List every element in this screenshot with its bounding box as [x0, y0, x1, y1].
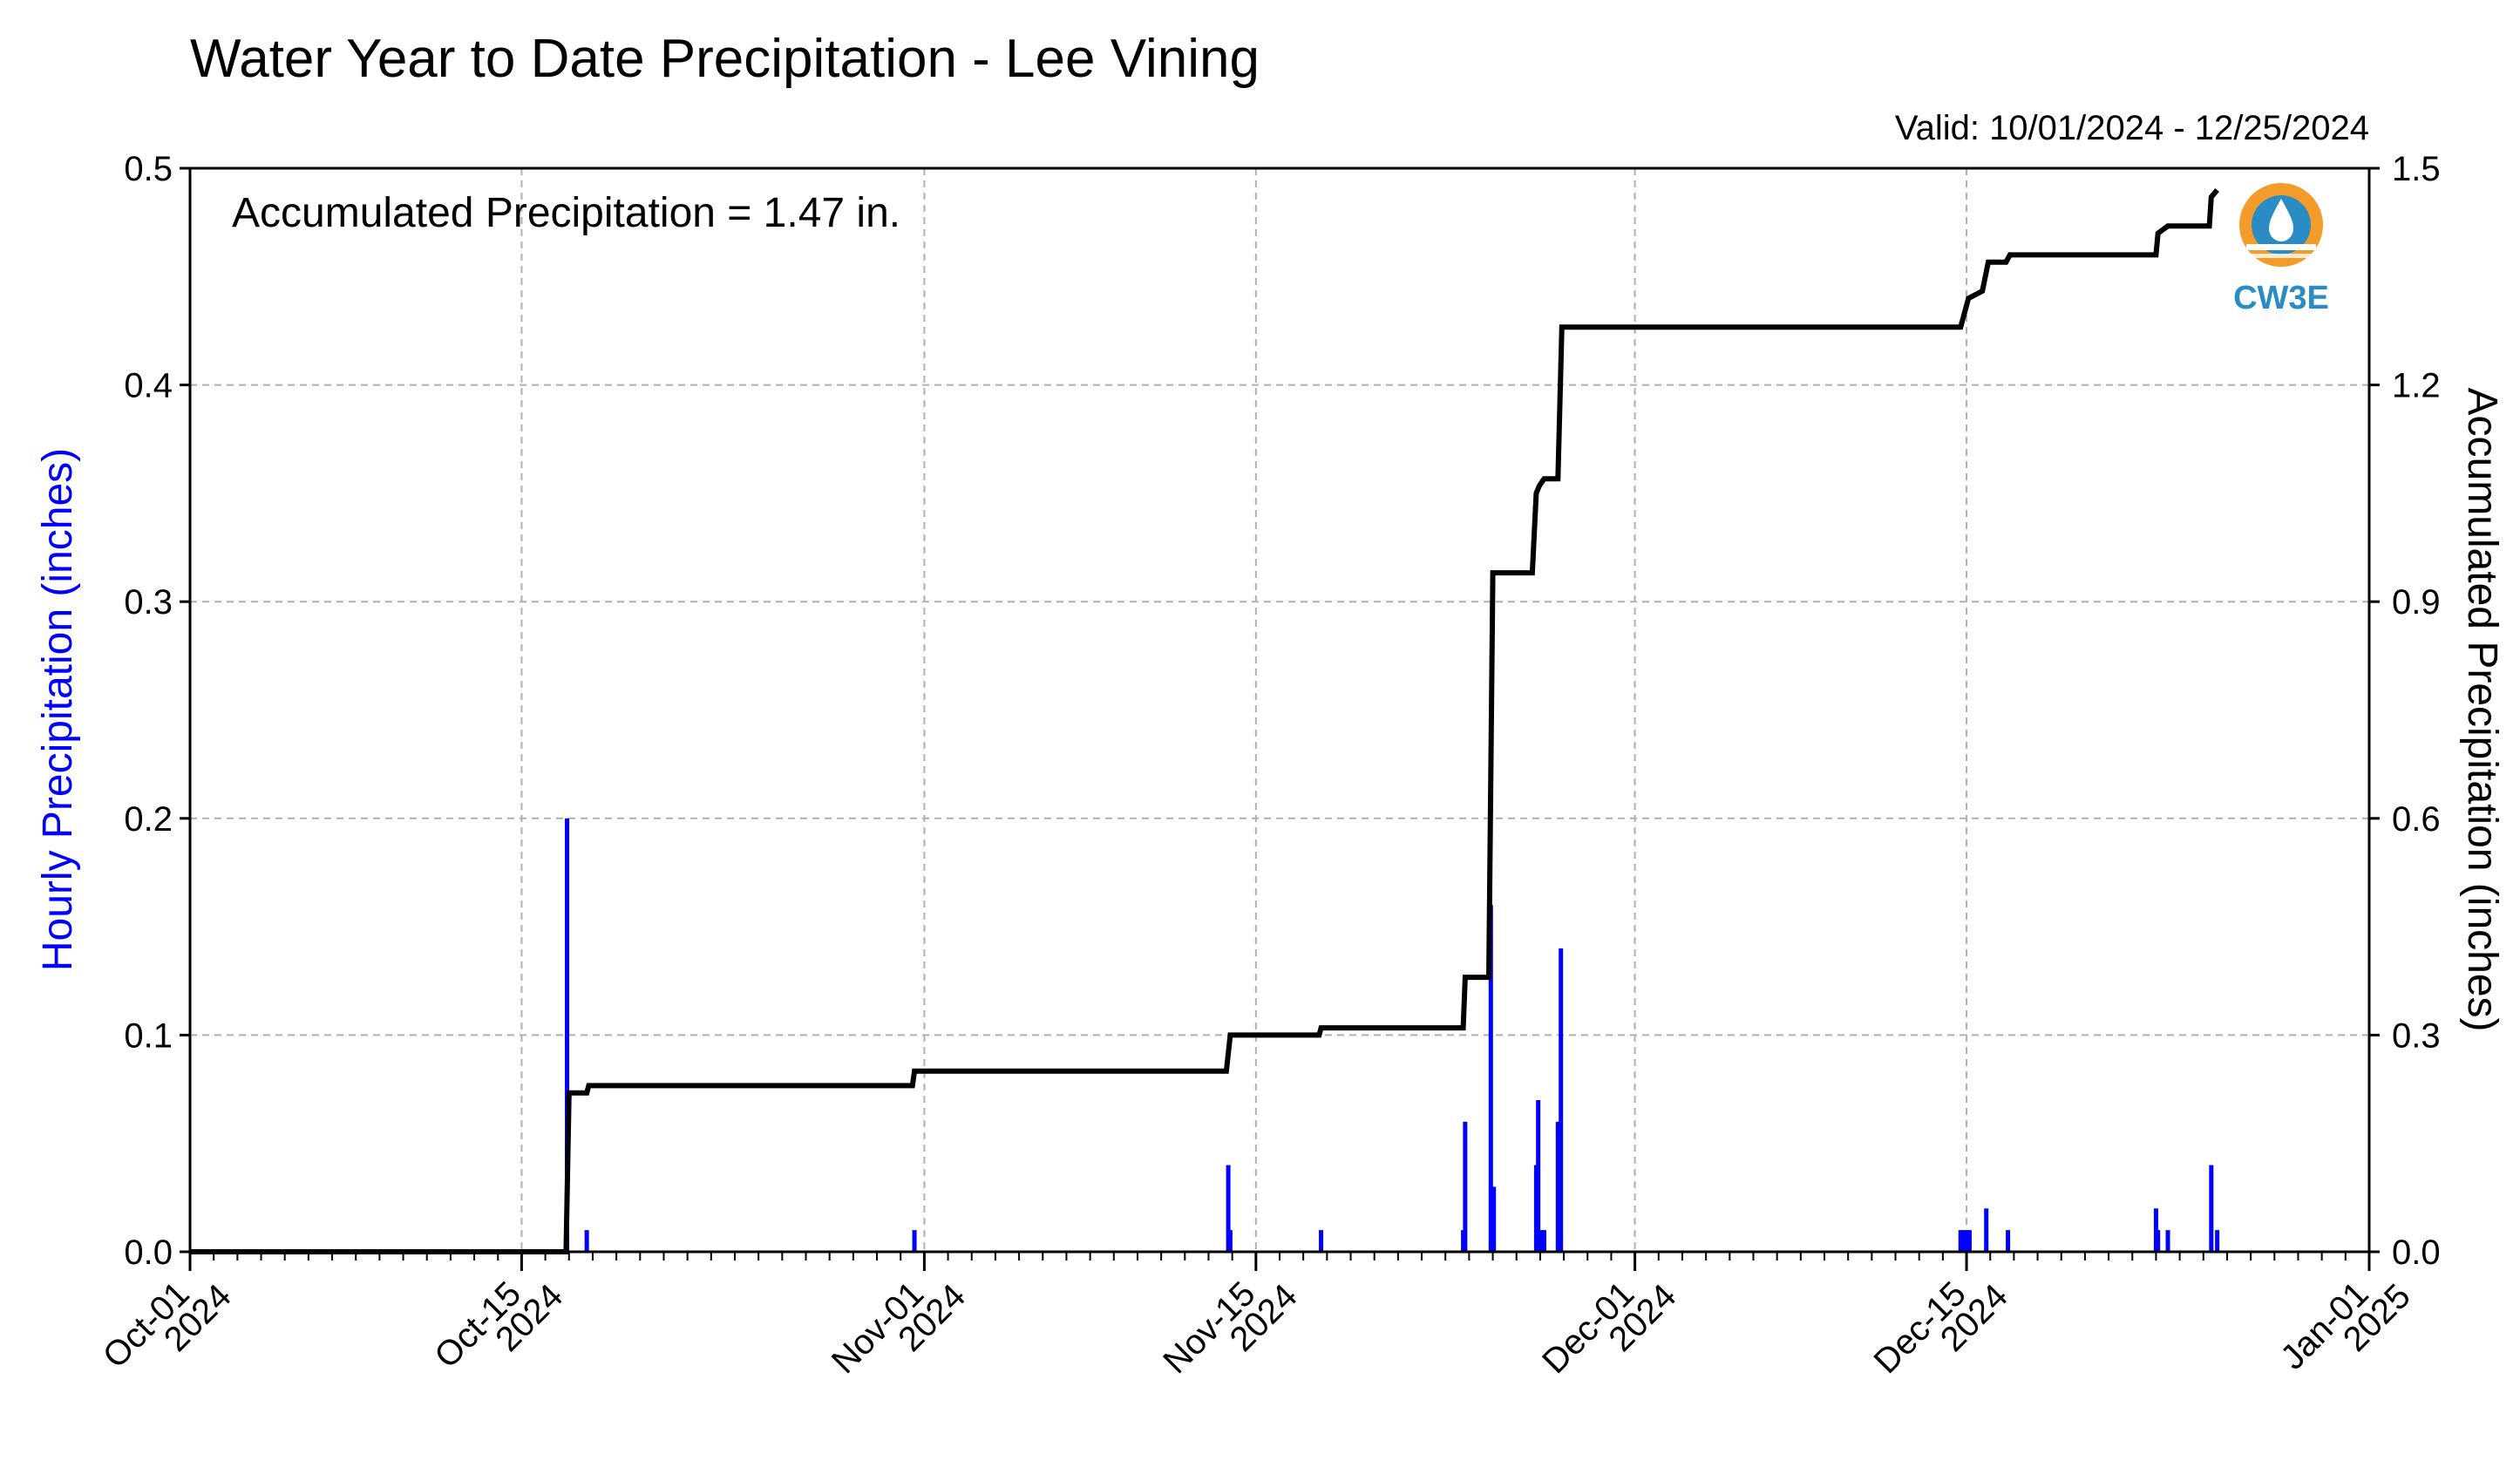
- hourly-bar: [584, 1230, 589, 1252]
- chart-title: Water Year to Date Precipitation - Lee V…: [190, 29, 1260, 89]
- right-y-tick-label: 0.0: [2392, 1233, 2441, 1272]
- hourly-bar: [1964, 1230, 1969, 1252]
- hourly-bar: [1491, 1186, 1497, 1252]
- hourly-bar: [1984, 1208, 1989, 1252]
- hourly-bar: [2215, 1230, 2220, 1252]
- accumulated-line-layer: [190, 187, 2219, 1254]
- hourly-bar: [912, 1230, 917, 1252]
- drop-icon: [2269, 199, 2293, 241]
- right-y-tick-label: 0.3: [2392, 1016, 2441, 1055]
- hourly-bar: [2209, 1165, 2214, 1252]
- cw3e-logo: CW3E: [2233, 183, 2329, 316]
- hourly-bar: [1555, 1121, 1560, 1252]
- hourly-bar: [1966, 1230, 1972, 1252]
- hourly-bar: [2165, 1230, 2170, 1252]
- right-y-tick-label: 0.9: [2392, 583, 2441, 622]
- right-y-tick-label: 0.6: [2392, 800, 2441, 839]
- hourly-bar: [2006, 1230, 2011, 1252]
- right-y-axis-label: Accumulated Precipitation (inches): [2459, 387, 2505, 1031]
- accumulated-annotation: Accumulated Precipitation = 1.47 in.: [232, 190, 900, 236]
- left-y-tick-label: 0.4: [124, 367, 173, 405]
- hourly-bar: [1559, 948, 1564, 1252]
- left-y-tick-label: 0.2: [124, 800, 173, 839]
- hourly-bar: [1541, 1230, 1546, 1252]
- chart-subtitle: Valid: 10/01/2024 - 12/25/2024: [1895, 109, 2369, 147]
- hourly-bars: [565, 818, 2220, 1252]
- hourly-bar: [1958, 1230, 1963, 1252]
- hourly-bar: [1961, 1230, 1966, 1252]
- left-y-tick-label: 0.3: [124, 583, 173, 622]
- hourly-bar: [1319, 1230, 1324, 1252]
- right-y-tick-label: 1.2: [2392, 367, 2441, 405]
- hourly-bar: [565, 818, 570, 1252]
- left-y-tick-label: 0.5: [124, 150, 173, 188]
- hourly-bar: [2156, 1230, 2161, 1252]
- hourly-bar: [1536, 1099, 1541, 1252]
- hourly-bar: [1226, 1165, 1231, 1252]
- left-y-tick-label: 0.0: [124, 1233, 173, 1272]
- hourly-bar: [1227, 1230, 1233, 1252]
- logo-wave-2: [2246, 254, 2316, 258]
- left-y-axis-label: Hourly Precipitation (inches): [35, 448, 81, 971]
- left-y-tick-label: 0.1: [124, 1016, 173, 1055]
- right-y-tick-label: 1.5: [2392, 150, 2441, 188]
- logo-wave-1: [2246, 244, 2316, 250]
- accumulated-line: [190, 187, 2219, 1254]
- hourly-bar: [1488, 905, 1493, 1252]
- hourly-bar: [1463, 1121, 1468, 1252]
- logo-text: CW3E: [2233, 280, 2329, 316]
